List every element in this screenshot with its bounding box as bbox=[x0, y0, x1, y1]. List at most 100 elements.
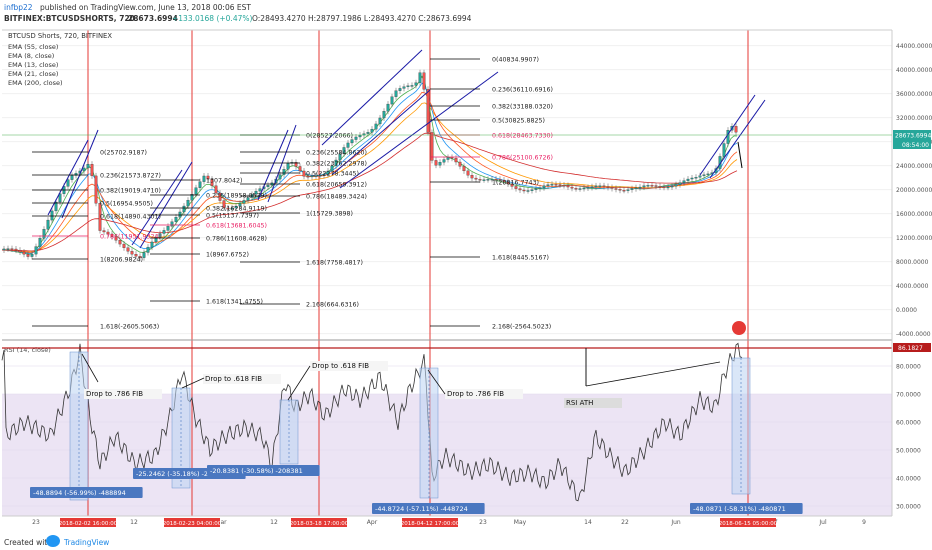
candle bbox=[162, 230, 166, 234]
candle bbox=[690, 177, 694, 180]
annotation-bg bbox=[310, 361, 388, 371]
candle bbox=[218, 192, 222, 201]
candle bbox=[74, 173, 78, 176]
candle bbox=[554, 184, 558, 186]
candle bbox=[138, 256, 142, 258]
candle bbox=[170, 221, 174, 227]
fib-label: 0.382(19019.4710) bbox=[100, 188, 161, 195]
candle bbox=[86, 164, 90, 169]
fib-label: 0.618(14890.4301) bbox=[100, 214, 161, 221]
price-tick-label: 4000.0000 bbox=[896, 283, 929, 290]
time-tick-label: Apr bbox=[367, 519, 378, 526]
current-time-label: 08:54:00 bbox=[902, 142, 929, 149]
current-price-badge bbox=[893, 130, 931, 140]
candle bbox=[166, 226, 170, 231]
candle bbox=[110, 233, 114, 237]
footer: Created with TradingView bbox=[0, 535, 932, 550]
candle bbox=[614, 188, 618, 190]
trend-line bbox=[267, 124, 297, 203]
tradingview-brand[interactable]: TradingView bbox=[64, 538, 110, 547]
time-tick-label: Mar bbox=[215, 519, 227, 526]
candle bbox=[410, 85, 414, 87]
candle bbox=[378, 117, 382, 125]
price-tick-label: -4000.0000 bbox=[896, 331, 931, 338]
rsi-pane: RSI (14, close) -48.8894 (-56.99%) -48889… bbox=[1, 342, 892, 514]
candle bbox=[358, 134, 362, 138]
rsi-tick-label: 50.0000 bbox=[896, 448, 921, 455]
candle bbox=[566, 185, 570, 188]
down-arrow bbox=[737, 141, 743, 169]
candle bbox=[658, 186, 662, 188]
candle bbox=[126, 247, 130, 252]
candle bbox=[102, 230, 106, 233]
candle bbox=[610, 187, 614, 189]
measure-label-box bbox=[30, 487, 143, 498]
candle bbox=[194, 187, 198, 195]
candle bbox=[526, 190, 530, 192]
annotation-arrow bbox=[287, 365, 311, 401]
fib-label: 0.382(33188.0320) bbox=[492, 104, 553, 111]
candle bbox=[202, 175, 206, 182]
candle bbox=[494, 178, 498, 181]
price-chart[interactable]: 0(25702.9187) 0.236(21573.8727) 0.382(1901… bbox=[0, 0, 932, 536]
candle bbox=[598, 185, 602, 187]
candle bbox=[234, 205, 238, 209]
price-tick-label: 24000.0000 bbox=[896, 163, 932, 170]
candle bbox=[478, 179, 482, 181]
date-label: 2018-02-23 04:00:00 bbox=[163, 521, 222, 527]
axes: 44000.0000 40000.0000 36000.0000 32000.0000… bbox=[2, 29, 932, 527]
current-time-badge bbox=[893, 140, 931, 149]
current-price-label: 28673.6994 bbox=[895, 133, 931, 140]
candle bbox=[134, 254, 138, 257]
candle bbox=[702, 174, 706, 176]
legend-title: BTCUSD Shorts, 720, BITFINEX bbox=[8, 32, 112, 40]
candle bbox=[514, 186, 518, 189]
candle bbox=[394, 90, 398, 97]
candle bbox=[246, 197, 250, 201]
fib-label: 0.618(20659.3912) bbox=[306, 182, 367, 189]
candle bbox=[326, 170, 330, 175]
price-tick-label: 32000.0000 bbox=[896, 115, 932, 122]
candle bbox=[334, 159, 338, 167]
fib-label: 0(28527.2066) bbox=[306, 133, 353, 140]
candle bbox=[142, 252, 146, 258]
time-tick-label: Jul bbox=[818, 519, 827, 526]
fib-label: 2.168(-2564.5023) bbox=[492, 324, 551, 331]
price-pane bbox=[2, 30, 892, 338]
fib-label: 0.5(16954.9505) bbox=[100, 201, 153, 208]
date-label: 2018-04-12 17:00:00 bbox=[401, 521, 460, 527]
time-tick-label: 23 bbox=[32, 519, 40, 526]
measure-label-box bbox=[690, 503, 803, 514]
candle bbox=[662, 186, 666, 189]
candle bbox=[586, 187, 590, 189]
candle bbox=[522, 189, 526, 192]
fib-label: 0.786(11608.4628) bbox=[206, 236, 267, 243]
fib-label: 1(8967.6752) bbox=[206, 252, 249, 259]
date-label: 2018-02-02 16:00:00 bbox=[59, 521, 118, 527]
candle bbox=[670, 185, 674, 188]
price-candles bbox=[2, 69, 738, 261]
candle bbox=[374, 123, 378, 130]
candle bbox=[90, 164, 94, 177]
annotation-label: Drop to .786 FIB bbox=[86, 390, 143, 398]
candle bbox=[678, 182, 682, 185]
fib-label: 1.618(1341.4755) bbox=[206, 299, 263, 306]
candle bbox=[570, 186, 574, 189]
fib-label: 0.786(11951.9324) bbox=[100, 234, 161, 241]
author-link[interactable]: infbp22 bbox=[4, 3, 33, 12]
candle bbox=[578, 188, 582, 190]
candle bbox=[66, 179, 70, 187]
price-change: +133.0168 (+0.47%) bbox=[172, 14, 253, 23]
candle bbox=[562, 184, 566, 187]
candle bbox=[618, 189, 622, 191]
fib-label: 0.5(22278.3445) bbox=[306, 171, 359, 178]
annotation-bg bbox=[203, 374, 281, 384]
candle bbox=[390, 96, 394, 105]
candle bbox=[734, 126, 738, 133]
price-tick-label: 36000.0000 bbox=[896, 91, 932, 98]
fib-label: 0.5(15137.7397) bbox=[206, 213, 259, 220]
candle bbox=[534, 188, 538, 190]
measure-label: -44.8724 (-57.11%) -448724 bbox=[375, 505, 468, 513]
candle bbox=[406, 85, 410, 87]
price-tick-label: 40000.0000 bbox=[896, 67, 932, 74]
